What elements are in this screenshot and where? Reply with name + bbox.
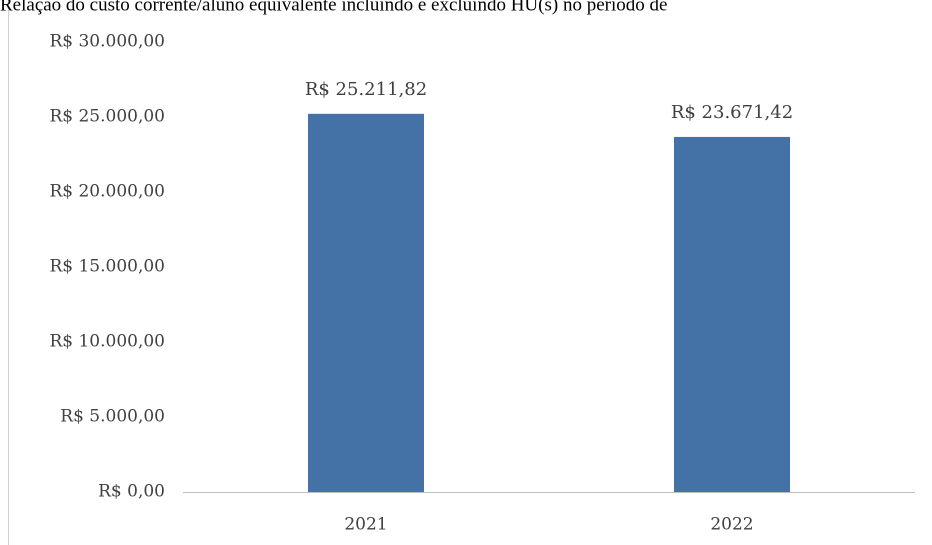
y-tick-label: R$ 10.000,00 — [49, 332, 165, 352]
y-tick-label: R$ 30.000,00 — [49, 32, 165, 52]
bar — [674, 136, 790, 492]
y-tick-label: R$ 25.000,00 — [49, 107, 165, 127]
y-tick-label: R$ 20.000,00 — [49, 182, 165, 202]
y-tick-label: R$ 15.000,00 — [49, 257, 165, 277]
y-tick-label: R$ 0,00 — [98, 482, 165, 502]
chart-title: Relação do custo corrente/aluno equivale… — [0, 0, 667, 15]
value-label: R$ 23.671,42 — [671, 102, 793, 123]
y-tick-label: R$ 5.000,00 — [60, 407, 165, 427]
x-tick-label: 2021 — [344, 515, 387, 535]
x-tick-label: 2022 — [710, 515, 753, 535]
value-label: R$ 25.211,82 — [305, 79, 427, 100]
bar — [308, 113, 424, 493]
